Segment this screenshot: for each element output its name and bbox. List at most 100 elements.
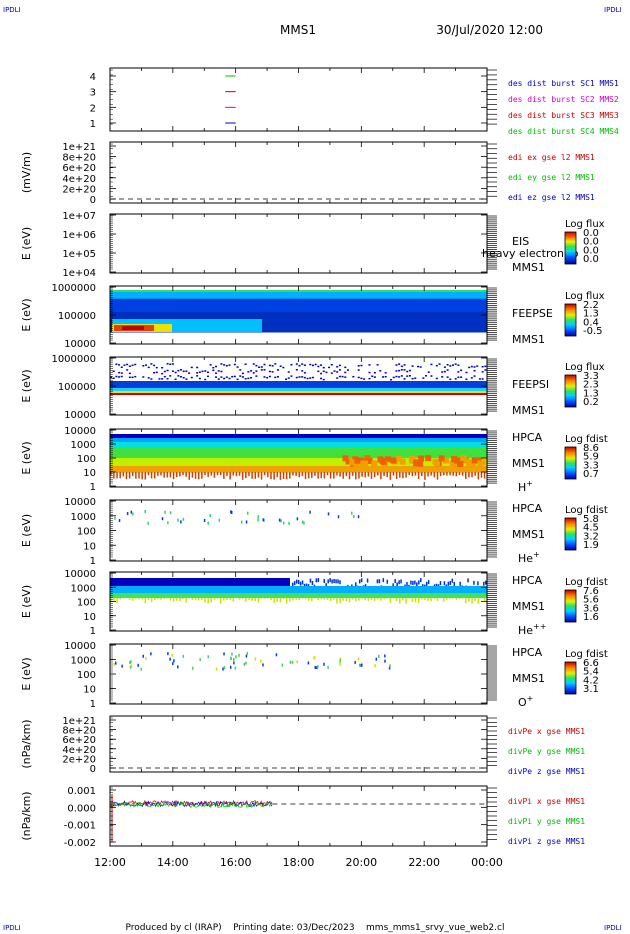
instrument-label: FEEPSE	[512, 307, 553, 320]
y-tick-label: 0	[90, 764, 96, 775]
y-tick-label: 100	[77, 454, 96, 465]
time-axis: 12:00 14:00 16:00 18:00 20:00 22:00 00:00	[94, 856, 503, 869]
colorbar	[564, 589, 577, 623]
panel-hpca-h: 10000 1000 100 10 1 E (eV) HPCA MMS1 H+ Log fdist…	[20, 426, 608, 494]
colorbar-tick: 3.2	[583, 531, 599, 542]
x-tick-label: 18:00	[283, 856, 315, 869]
species-charge: +	[526, 479, 533, 488]
y-tick-label: 1000000	[51, 354, 96, 365]
colorbar	[564, 517, 577, 551]
colorbar-title: Log fdist	[565, 505, 608, 516]
y-tick-label: 1	[90, 699, 96, 710]
species-label: O+	[518, 694, 533, 709]
heatmap-hpca-he	[114, 510, 360, 525]
colorbar	[564, 374, 577, 408]
instrument-label: FEEPSI	[512, 378, 549, 391]
y-tick-label: 2e+20	[62, 184, 96, 195]
instrument-label: MMS1	[512, 261, 545, 274]
legend-entry: des dist burst SC2 MMS2	[508, 95, 619, 104]
colorbar-tick: 5.8	[583, 514, 599, 525]
y-tick-label: 8e+20	[62, 153, 96, 164]
y-tick-label: 6e+20	[62, 735, 96, 746]
colorbar	[564, 303, 577, 337]
overlay-label: heavy electron to	[482, 247, 579, 260]
panel-frame	[109, 499, 488, 562]
legend-entry: edi ey gse l2 MMS1	[508, 173, 595, 182]
y-axis-label: E (eV)	[20, 298, 33, 331]
x-tick-label: 20:00	[345, 856, 377, 869]
y-axis-label: (nPa/km)	[20, 719, 33, 768]
y-tick-label: 8e+20	[62, 726, 96, 737]
x-tick-label: 14:00	[157, 856, 189, 869]
colorbar	[564, 446, 577, 480]
colorbar	[564, 231, 577, 265]
y-tick-label: 1000	[71, 512, 96, 523]
colorbar-tick: 5.4	[583, 667, 599, 678]
panel-divpi: 0.001 0.000 -0.001 -0.002 (nPa/km) divPi x gs…	[20, 785, 585, 849]
instrument-label: HPCA	[512, 431, 543, 444]
y-tick-label: 10	[83, 685, 96, 696]
colorbar-title: Log fdist	[565, 577, 608, 588]
legend-entry: divPi z gse MMS1	[508, 837, 585, 846]
y-axis-label: E (eV)	[20, 657, 33, 690]
heatmap-hpca-hepp	[110, 578, 487, 604]
colorbar-tick: -0.5	[583, 326, 603, 337]
panels: 4 3 2 1 des dist burst SC1 MMS1 des dist burs…	[20, 67, 619, 849]
colorbar-tick: 7.6	[583, 586, 599, 597]
y-tick-label: 1000000	[51, 283, 96, 294]
panel-frame	[109, 213, 488, 274]
heatmap-feepsi	[110, 363, 487, 395]
colorbar-tick: 0.2	[583, 397, 599, 408]
y-tick-label: 10000	[64, 497, 96, 508]
y-tick-label: 4e+20	[62, 174, 96, 185]
y-tick-label: 1e+04	[62, 268, 96, 279]
plot-datetime: 30/Jul/2020 12:00	[436, 23, 543, 37]
instrument-label: MMS1	[512, 600, 545, 613]
y-tick-label: 100	[77, 527, 96, 538]
panel-frame	[109, 785, 488, 847]
y-tick-label: 1e+21	[62, 142, 96, 153]
y-tick-label: 1e+06	[62, 230, 96, 241]
y-tick-label: 2	[90, 103, 96, 114]
colorbar-tick: 3.3	[583, 371, 599, 382]
x-tick-label: 16:00	[220, 856, 252, 869]
y-tick-label: 2e+20	[62, 754, 96, 765]
legend-entry: divPe y gse MMS1	[508, 747, 585, 756]
y-tick-label: 10000	[64, 339, 96, 350]
y-tick-label: 10	[83, 468, 96, 479]
colorbar-tick: 5.9	[583, 452, 599, 463]
page-title: MMS1	[280, 23, 316, 37]
x-tick-label: 00:00	[471, 856, 503, 869]
panel-hpca-hepp: 10000 1000 100 10 1 E (eV) HPCA MMS1 He++ Log fdi…	[20, 569, 608, 637]
panel-hpca-he: 10000 1000 100 10 1 E (eV) HPCA MMS1 He+ Log fdis…	[20, 497, 608, 567]
colorbar-title: Log flux	[565, 291, 605, 302]
colorbar-tick: 5.6	[583, 595, 599, 606]
heatmap-feepse	[110, 290, 487, 333]
colorbar-tick: 1.9	[583, 540, 599, 551]
y-tick-label: -0.001	[64, 821, 96, 832]
corner-label-tr: IPDLI	[604, 6, 622, 14]
colorbar-tick: 3.1	[583, 684, 599, 695]
y-tick-label: 1	[90, 626, 96, 637]
species-charge: +	[533, 550, 540, 559]
y-tick-label: 0.000	[67, 803, 96, 814]
y-tick-label: 1	[90, 556, 96, 567]
legend-entry: des dist burst SC4 MMS4	[508, 127, 619, 136]
legend-entry: divPi x gse MMS1	[508, 797, 585, 806]
colorbar-tick: 3.3	[583, 460, 599, 471]
panel-frame	[109, 67, 488, 132]
y-axis-label: (mV/m)	[20, 152, 33, 193]
species-label: He++	[518, 622, 546, 637]
panel-frame	[109, 141, 488, 204]
colorbar-tick: 2.3	[583, 380, 599, 391]
y-tick-label: -0.002	[64, 838, 96, 849]
legend-entry: des dist burst SC1 MMS1	[508, 79, 619, 88]
legend-entry: divPe z gse MMS1	[508, 767, 585, 776]
y-tick-label: 100	[77, 598, 96, 609]
species-charge: ++	[533, 622, 546, 631]
y-axis-label: E (eV)	[20, 369, 33, 402]
corner-label-tl: IPDLI	[3, 6, 21, 14]
